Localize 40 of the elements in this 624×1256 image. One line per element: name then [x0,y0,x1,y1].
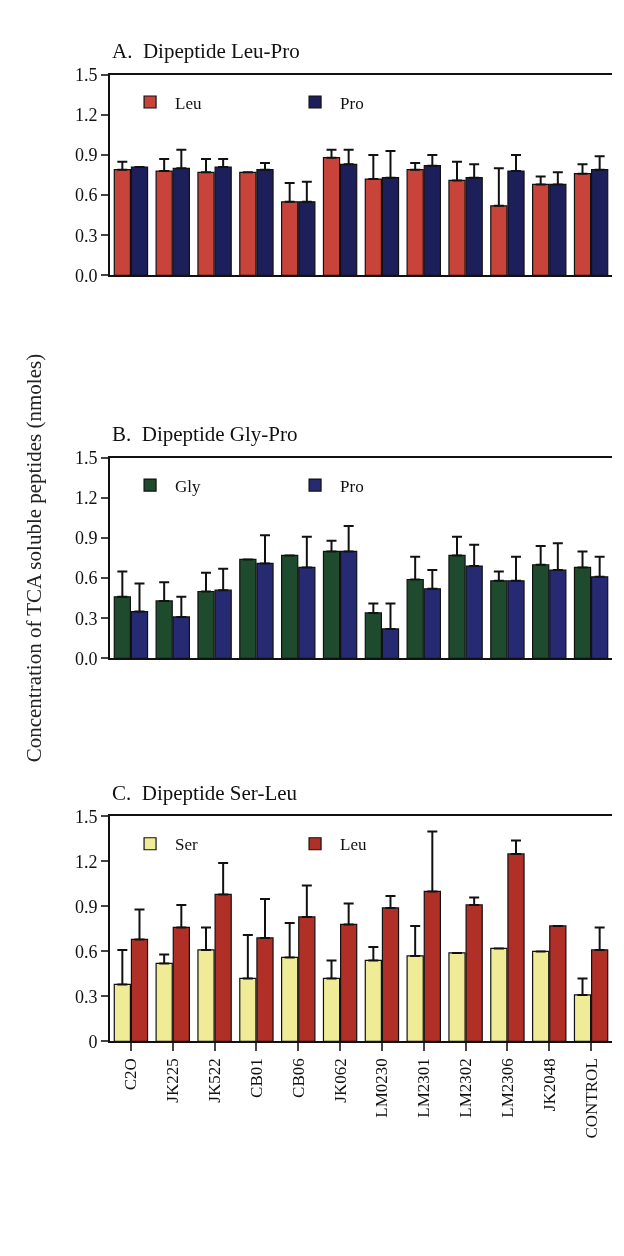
legend-label: Leu [340,835,367,855]
y-tick-label: 0.9 [74,145,98,166]
chart-title: B. Dipeptide Gly-Pro [112,422,298,446]
legend-label: Pro [340,93,364,113]
y-tick-label: 1.2 [74,488,98,509]
y-tick-label: 0.3 [74,225,98,246]
x-tick-label: LM2301 [414,1058,434,1118]
y-tick-label: 0.6 [74,185,98,206]
legend-label: Ser [175,835,199,855]
y-tick-label: 0.9 [74,528,98,549]
x-tick-label: CONTROL [581,1058,601,1139]
x-tick-label: JK225 [163,1058,183,1103]
x-tick-label: LM2302 [456,1058,476,1118]
y-tick-label: 0.0 [74,648,98,669]
y-tick-label: 0 [88,1031,98,1052]
x-tick-label: C2O [121,1058,141,1091]
y-tick-label: 1.5 [74,448,98,469]
y-tick-label: 0.3 [74,608,98,629]
y-tick-label: 0.9 [74,896,98,917]
legend-label: Pro [340,476,364,496]
x-tick-label: JK2048 [539,1058,559,1112]
y-tick-label: 1.2 [74,851,98,872]
legend-label: Gly [175,476,202,496]
y-tick-label: 0.6 [74,568,98,589]
y-tick-label: 1.5 [74,65,98,86]
x-tick-label: CB06 [288,1058,308,1098]
x-tick-label: JK062 [330,1058,350,1103]
y-tick-label: 1.5 [74,806,98,827]
x-tick-label: LM2306 [497,1058,517,1118]
y-tick-label: 1.2 [74,105,98,126]
y-tick-label: 0.6 [74,941,98,962]
x-tick-label: LM0230 [372,1058,392,1118]
y-axis-title: Concentration of TCA soluble peptides (nmoles) [21,353,46,763]
chart-title: C. Dipeptide Ser-Leu [112,781,298,805]
y-tick-label: 0.0 [74,265,98,286]
y-tick-label: 0.3 [74,986,98,1007]
legend-label: Leu [175,93,202,113]
x-tick-label: CB01 [246,1058,266,1098]
x-tick-label: JK522 [205,1058,225,1103]
chart-title: A. Dipeptide Leu-Pro [112,39,300,63]
